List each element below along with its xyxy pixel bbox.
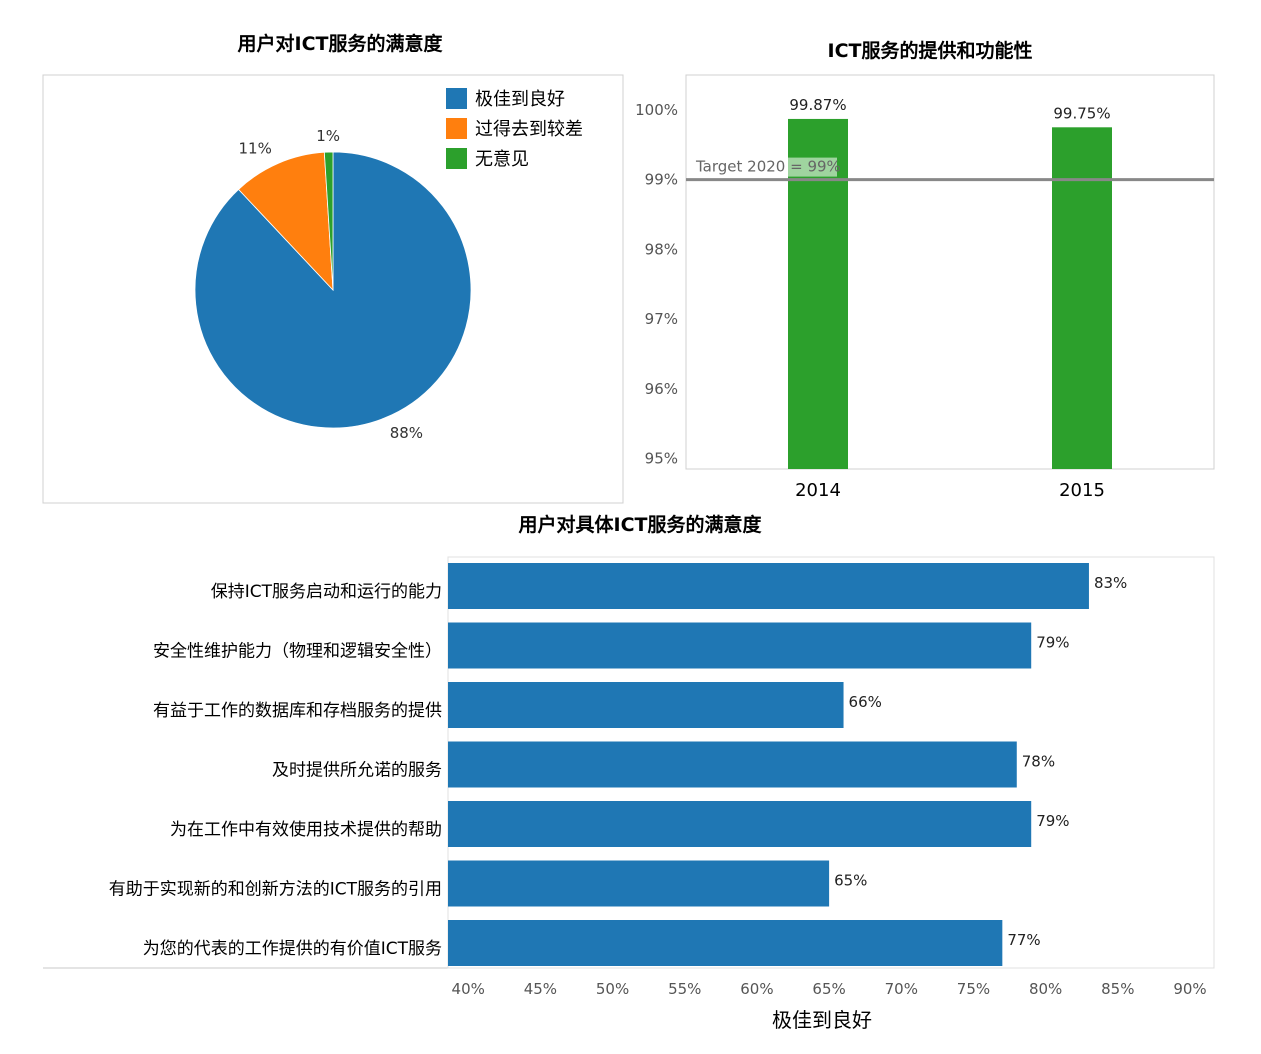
- service-category-label: 保持ICT服务启动和运行的能力: [211, 582, 442, 602]
- service-x-tick-label: 90%: [1173, 980, 1206, 998]
- availability-x-tick-label: 2015: [1059, 480, 1105, 501]
- service-category-label: 有益于工作的数据库和存档服务的提供: [153, 701, 442, 721]
- availability-y-tick-label: 99%: [645, 171, 678, 189]
- service-bar-2: [448, 622, 1032, 669]
- service-bar-1: [448, 563, 1089, 609]
- pie-slices: [194, 151, 472, 429]
- service-category-label: 安全性维护能力（物理和逻辑安全性）: [153, 642, 442, 662]
- pie-slice-2: [237, 151, 334, 292]
- availability-x-tick-label: 2014: [795, 480, 841, 501]
- availability-chart-panel: ICT服务的提供和功能性 95%96%97%98%99%100% 99.87% 9…: [635, 39, 1215, 501]
- availability-y-tick-label: 97%: [645, 310, 678, 328]
- service-bar-value-label: 79%: [1036, 812, 1069, 830]
- availability-chart-title: ICT服务的提供和功能性: [828, 39, 1033, 62]
- service-bar-4: [448, 741, 1017, 788]
- availability-bar-value-label: 99.75%: [1053, 104, 1110, 122]
- legend-swatch-1: [446, 88, 467, 109]
- service-category-label: 为在工作中有效使用技术提供的帮助: [170, 819, 442, 840]
- target-label-background: [693, 157, 837, 177]
- service-x-tick-label: 45%: [524, 980, 557, 998]
- availability-y-tick-label: 100%: [635, 101, 678, 119]
- service-category-label: 有助于实现新的和创新方法的ICT服务的引用: [109, 880, 442, 900]
- service-x-tick-label: 50%: [596, 980, 629, 998]
- service-x-tick-label: 40%: [452, 980, 485, 998]
- service-bars: 83% 保持ICT服务启动和运行的能力 79% 安全性维护能力（物理和逻辑安全性） 66…: [109, 563, 1127, 966]
- service-x-tick-label: 70%: [885, 980, 918, 998]
- availability-bar-value-label: 99.87%: [789, 96, 846, 114]
- service-bar-value-label: 77%: [1007, 931, 1040, 949]
- service-bar-value-label: 78%: [1022, 753, 1055, 771]
- service-chart-panel: 用户对具体ICT服务的满意度 83% 保持ICT服务启动和运行的能力 79% 安全性维…: [43, 513, 1215, 1032]
- service-bar-6: [448, 860, 830, 907]
- legend-swatch-3: [446, 148, 467, 169]
- legend-label-3: 无意见: [475, 149, 529, 170]
- pie-slice-label-3: 1%: [316, 127, 340, 145]
- availability-y-tick-label: 95%: [645, 450, 678, 468]
- pie-slice-label-1: 88%: [390, 424, 423, 442]
- service-x-tick-label: 80%: [1029, 980, 1062, 998]
- service-x-tick-label: 65%: [812, 980, 845, 998]
- service-category-label: 及时提供所允诺的服务: [272, 761, 442, 781]
- pie-slice-3: [323, 151, 334, 291]
- service-x-axis: 40% 45% 50% 55% 60% 65% 70% 75% 80% 85% 90%: [452, 980, 1207, 998]
- legend-swatch-2: [446, 118, 467, 139]
- pie-chart-title: 用户对ICT服务的满意度: [238, 32, 444, 55]
- service-bar-5: [448, 801, 1032, 847]
- availability-y-axis: 95% 96% 97% 98% 99% 100%: [635, 101, 678, 468]
- service-bar-value-label: 66%: [849, 693, 882, 711]
- legend-label-1: 极佳到良好: [475, 89, 565, 110]
- availability-target-line: Target 2020 = 99%: [686, 157, 1214, 182]
- availability-x-axis: 2014 2015: [795, 480, 1105, 501]
- availability-bar-2014: [788, 118, 848, 470]
- service-bar-3: [448, 682, 844, 728]
- availability-chart-frame: [685, 74, 1215, 470]
- service-x-axis-label: 极佳到良好: [772, 1008, 872, 1032]
- service-category-label: 为您的代表的工作提供的有价值ICT服务: [143, 939, 442, 959]
- pie-labels: 88% 11% 1%: [238, 127, 423, 442]
- availability-y-tick-label: 98%: [645, 240, 678, 258]
- service-bar-7: [448, 920, 1003, 966]
- pie-slice-label-2: 11%: [238, 140, 271, 158]
- service-x-tick-label: 55%: [668, 980, 701, 998]
- service-x-tick-label: 85%: [1101, 980, 1134, 998]
- service-bar-value-label: 83%: [1094, 574, 1127, 592]
- service-bar-value-label: 65%: [834, 872, 867, 890]
- service-x-tick-label: 75%: [957, 980, 990, 998]
- service-bar-value-label: 79%: [1036, 634, 1069, 652]
- availability-bars: 99.87% 99.75%: [788, 96, 1112, 470]
- target-line-label: Target 2020 = 99%: [695, 158, 841, 176]
- availability-y-tick-label: 96%: [645, 380, 678, 398]
- service-x-tick-label: 60%: [740, 980, 773, 998]
- service-chart-title: 用户对具体ICT服务的满意度: [519, 513, 763, 536]
- availability-bar-2015: [1052, 127, 1112, 469]
- legend-label-2: 过得去到较差: [475, 119, 583, 140]
